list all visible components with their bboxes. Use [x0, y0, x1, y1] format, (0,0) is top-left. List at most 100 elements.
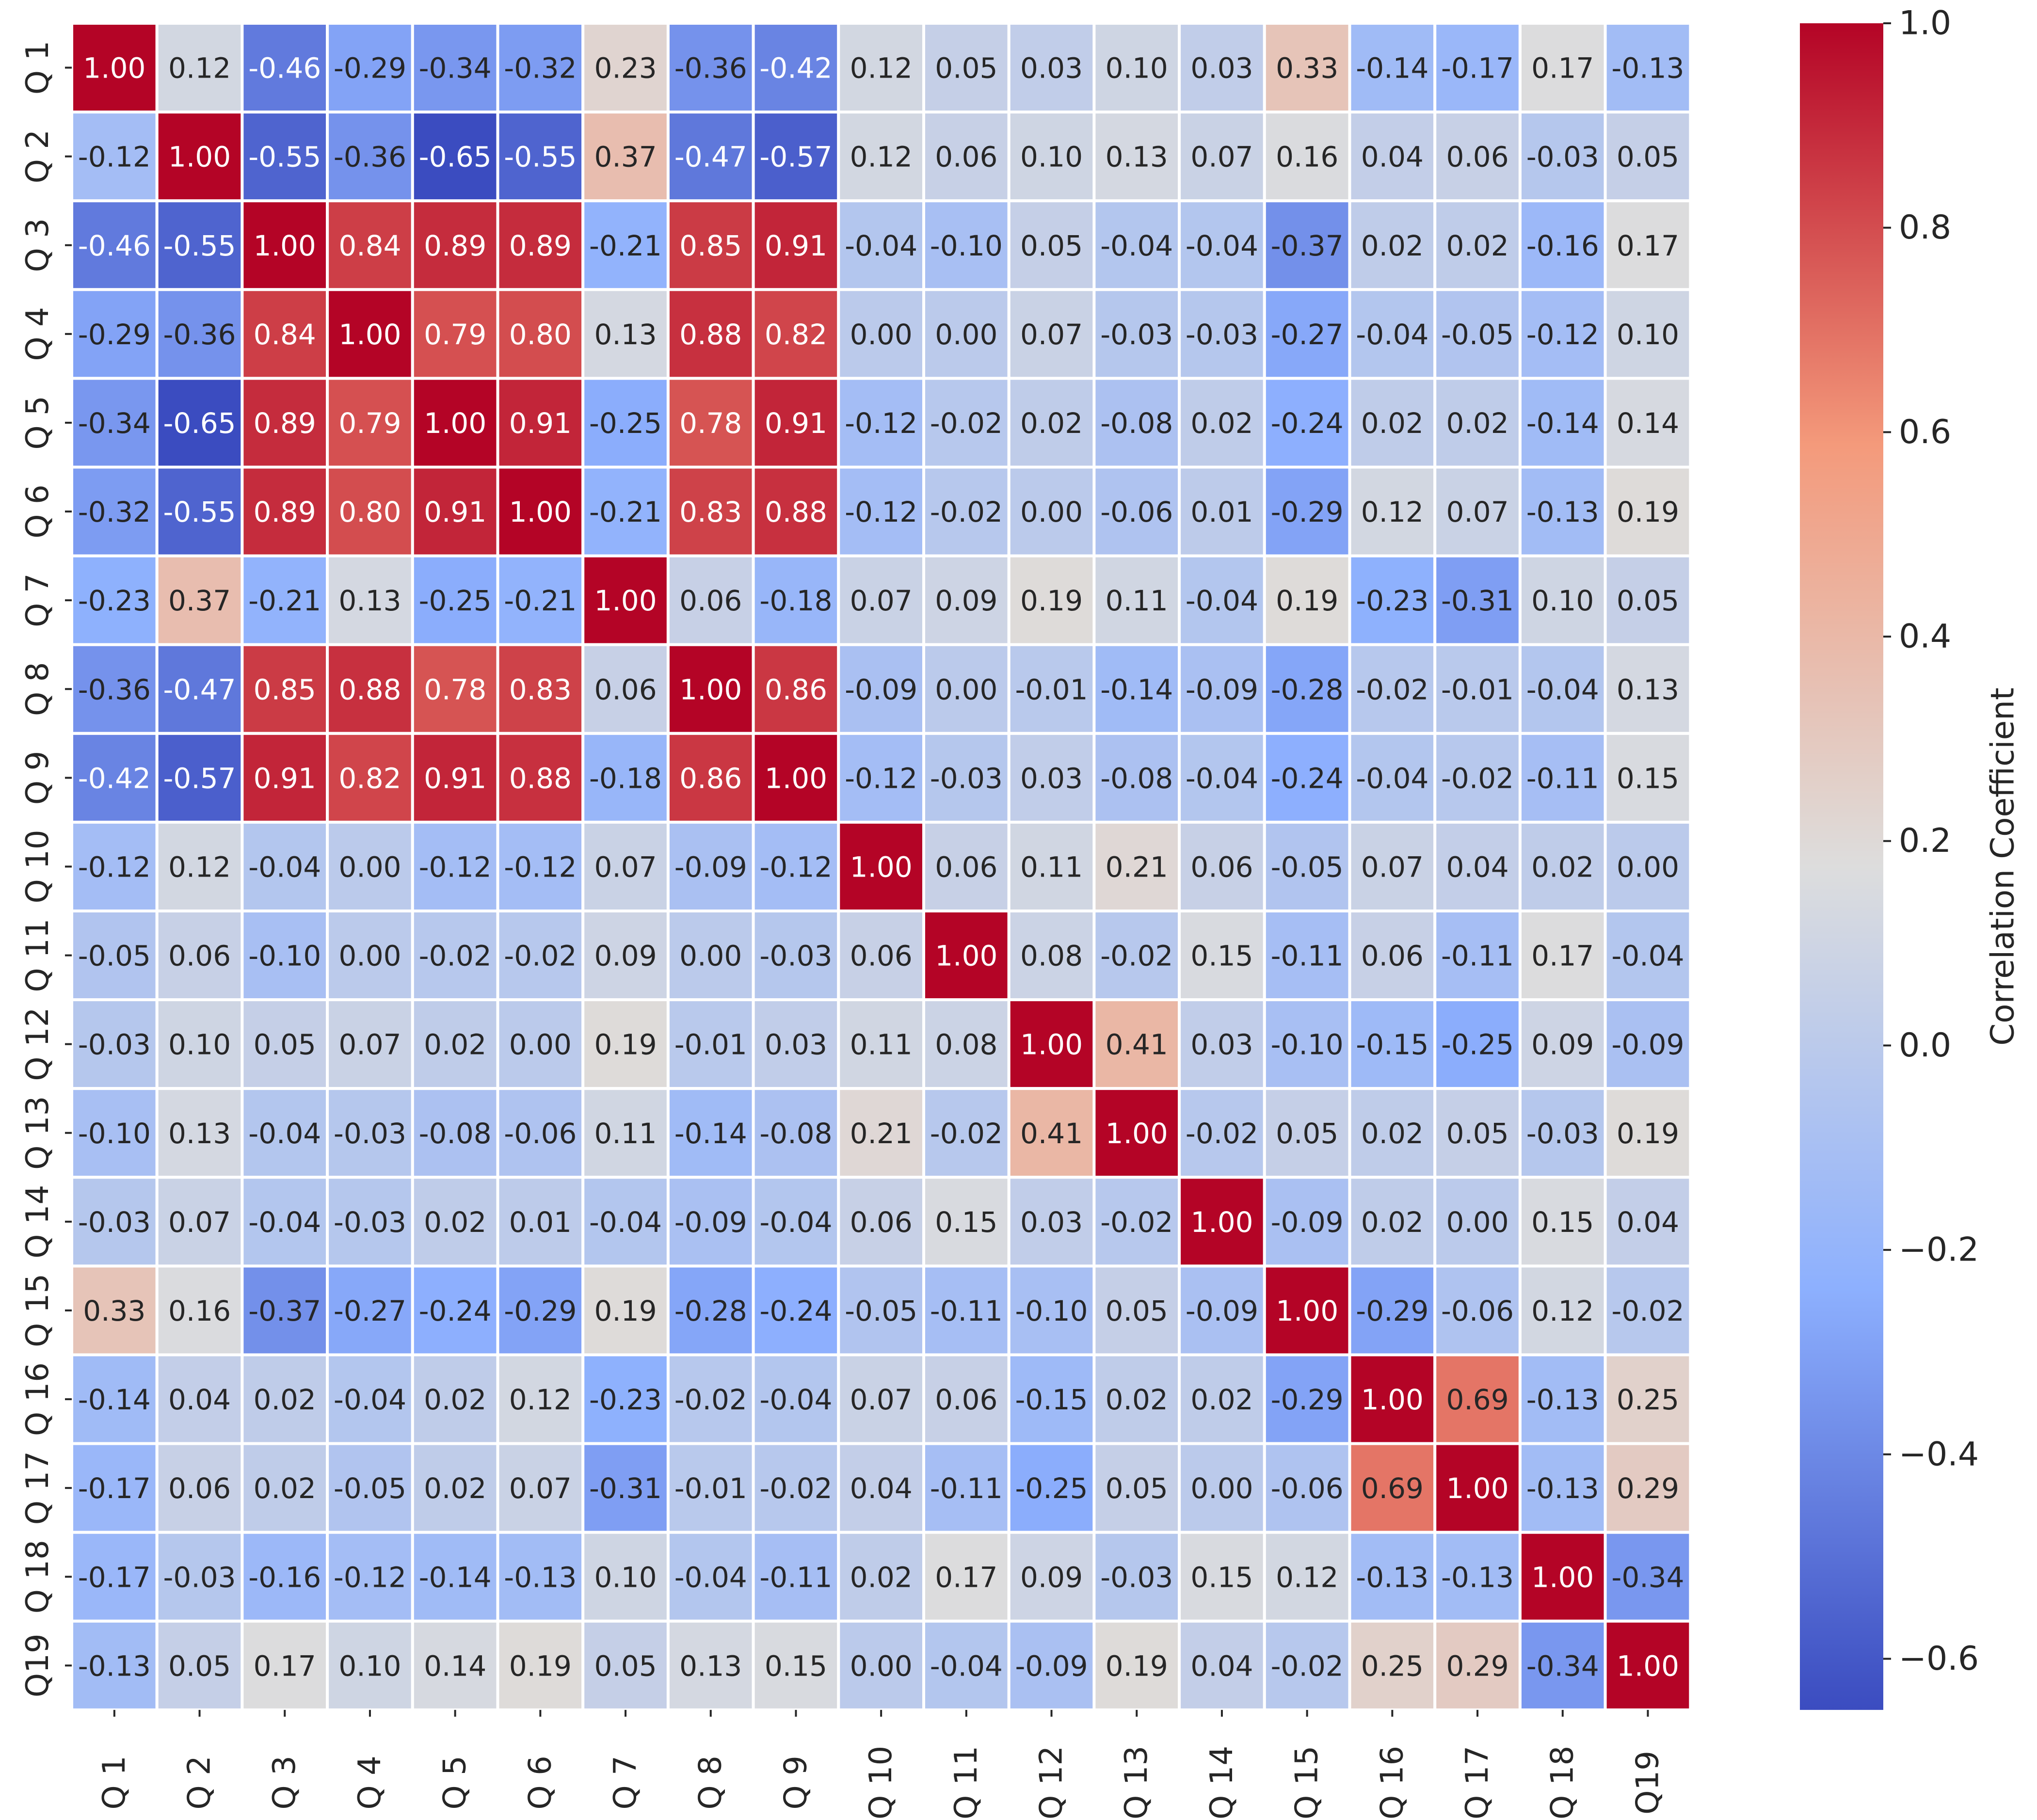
- heatmap-cell: [837, 288, 926, 380]
- cell-value-label: 0.80: [338, 495, 401, 528]
- heatmap-cell: [1092, 1176, 1181, 1268]
- cell-value-label: 1.00: [509, 495, 572, 528]
- heatmap-cell: [1433, 998, 1522, 1090]
- cell-value-label: -0.04: [1186, 229, 1258, 262]
- cell-value-label: -0.31: [1441, 584, 1514, 617]
- heatmap-cell: [1518, 998, 1607, 1090]
- cell-value-label: 0.06: [679, 584, 742, 617]
- heatmap-cell: [1263, 377, 1351, 469]
- cell-value-label: -0.25: [1015, 1472, 1088, 1505]
- heatmap-cell: [1263, 554, 1351, 646]
- cell-value-label: -0.21: [589, 495, 662, 528]
- heatmap-cell: [1263, 288, 1351, 380]
- cell-value-label: 0.03: [1190, 52, 1253, 85]
- cell-value-label: 0.12: [168, 52, 231, 85]
- heatmap-cell: [1348, 732, 1437, 824]
- cell-value-label: -0.04: [1356, 318, 1428, 351]
- heatmap-cell: [666, 820, 755, 913]
- cell-value-label: -0.36: [78, 673, 151, 706]
- cell-value-label: -0.31: [589, 1472, 662, 1505]
- column-tick-label: Q 7: [608, 1756, 643, 1809]
- cell-value-label: -0.08: [1100, 407, 1173, 440]
- heatmap-cell: [241, 732, 329, 824]
- cell-value-label: -0.03: [1186, 318, 1258, 351]
- heatmap-cell: [837, 998, 926, 1090]
- cell-value-label: 0.13: [679, 1649, 742, 1682]
- heatmap-cell: [1433, 22, 1522, 114]
- cell-value-label: -0.04: [759, 1206, 832, 1239]
- heatmap-cell: [666, 554, 755, 646]
- heatmap-cell: [1007, 910, 1096, 1002]
- heatmap-cell: [496, 22, 585, 114]
- heatmap-cell: [1604, 910, 1692, 1002]
- row-tick-label: Q 17: [20, 1451, 56, 1525]
- cell-value-label: 0.00: [338, 850, 401, 883]
- column-tick-label: Q19: [1630, 1751, 1666, 1815]
- cell-value-label: 0.85: [679, 229, 742, 262]
- heatmap-cell: [666, 22, 755, 114]
- column-tick-label: Q 18: [1545, 1746, 1581, 1820]
- cell-value-label: -0.04: [248, 1117, 321, 1150]
- cell-value-label: 0.04: [1617, 1206, 1679, 1239]
- cell-value-label: 0.05: [1446, 1117, 1508, 1150]
- cell-value-label: -0.12: [759, 850, 832, 883]
- heatmap-cell: [1178, 22, 1266, 114]
- cell-value-label: 0.69: [1446, 1383, 1508, 1416]
- cell-value-label: -0.05: [845, 1294, 917, 1327]
- heatmap-cell: [1433, 820, 1522, 913]
- cell-value-label: -0.02: [930, 1117, 1003, 1150]
- heatmap-cell: [1178, 732, 1266, 824]
- column-tick-label: Q 12: [1034, 1746, 1070, 1820]
- cell-value-label: 0.02: [1446, 229, 1508, 262]
- cell-value-label: -0.36: [163, 318, 236, 351]
- cell-value-label: 0.23: [594, 52, 657, 85]
- heatmap-cell: [752, 554, 840, 646]
- cell-value-label: 0.89: [509, 229, 572, 262]
- heatmap-cell: [326, 910, 414, 1002]
- cell-value-label: -0.04: [1186, 762, 1258, 795]
- heatmap-cell: [326, 199, 414, 291]
- cell-value-label: 0.04: [168, 1383, 231, 1416]
- heatmap-cell: [1178, 1442, 1266, 1534]
- cell-value-label: -0.02: [1611, 1294, 1684, 1327]
- cell-value-label: 0.02: [424, 1383, 486, 1416]
- cell-value-label: -0.17: [1441, 52, 1514, 85]
- cell-value-label: 0.00: [935, 318, 997, 351]
- cell-value-label: -0.03: [1100, 1561, 1173, 1594]
- cell-value-label: 0.00: [679, 940, 742, 973]
- cell-value-label: 0.05: [594, 1649, 657, 1682]
- heatmap-cell: [922, 199, 1010, 291]
- cell-value-label: -0.11: [1526, 762, 1599, 795]
- cell-value-label: 0.05: [1106, 1472, 1168, 1505]
- cell-value-label: 0.02: [1190, 407, 1253, 440]
- cell-value-label: 0.06: [1446, 141, 1508, 174]
- column-tick-label: Q 11: [948, 1746, 984, 1820]
- heatmap-cell: [326, 465, 414, 558]
- heatmap-cell: [70, 998, 159, 1090]
- cell-value-label: -0.05: [334, 1472, 406, 1505]
- cell-value-label: 1.00: [594, 584, 657, 617]
- cell-value-label: 0.29: [1446, 1649, 1508, 1682]
- heatmap-cell: [1518, 199, 1607, 291]
- row-tick-label: Q19: [20, 1633, 56, 1697]
- cell-value-label: -0.03: [78, 1028, 151, 1061]
- column-tick-label: Q 1: [96, 1756, 132, 1809]
- heatmap-cell: [155, 820, 244, 913]
- heatmap-cell: [411, 820, 499, 913]
- cell-value-label: 0.91: [765, 229, 827, 262]
- heatmap-cells: 1.00 0.12 -0.46 -0.29 -0.34 -0.32 0.23 -0.36 -0.…: [70, 22, 1692, 1711]
- cell-value-label: 0.00: [935, 673, 997, 706]
- cell-value-label: -0.25: [1441, 1028, 1514, 1061]
- cell-value-label: 0.19: [1617, 495, 1679, 528]
- cell-value-label: 0.07: [850, 584, 913, 617]
- cell-value-label: 0.06: [935, 850, 997, 883]
- heatmap-cell: [922, 1087, 1010, 1179]
- column-tick-label: Q 9: [778, 1756, 814, 1809]
- heatmap-cell: [326, 1176, 414, 1268]
- cell-value-label: -0.37: [1271, 229, 1344, 262]
- heatmap-cell: [1348, 288, 1437, 380]
- heatmap-cell: [1348, 820, 1437, 913]
- cell-value-label: 0.89: [424, 229, 486, 262]
- cell-value-label: -0.01: [674, 1028, 747, 1061]
- column-labels: Q 1 Q 2 Q 3 Q 4 Q 5 Q 6 Q 7 Q 8 Q 9 Q 10 Q 11 Q 12 Q…: [96, 1709, 1666, 1820]
